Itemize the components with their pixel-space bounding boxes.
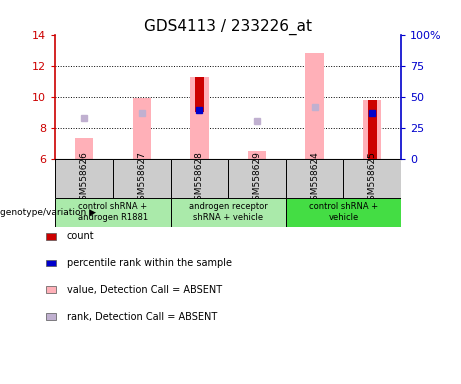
Text: GSM558627: GSM558627 [137, 151, 146, 206]
Bar [305, 53, 324, 159]
Text: control shRNA +
vehicle: control shRNA + vehicle [309, 202, 378, 222]
Bar [286, 198, 401, 227]
Bar [55, 159, 113, 198]
Text: rank, Detection Call = ABSENT: rank, Detection Call = ABSENT [67, 312, 217, 322]
Text: androgen receptor
shRNA + vehicle: androgen receptor shRNA + vehicle [189, 202, 267, 222]
Title: GDS4113 / 233226_at: GDS4113 / 233226_at [144, 18, 312, 35]
Bar [248, 151, 266, 159]
Text: GSM558628: GSM558628 [195, 151, 204, 206]
Text: value, Detection Call = ABSENT: value, Detection Call = ABSENT [67, 285, 222, 295]
Text: percentile rank within the sample: percentile rank within the sample [67, 258, 232, 268]
Bar [195, 77, 204, 112]
Bar [228, 159, 286, 198]
Bar [368, 100, 377, 159]
Bar [343, 159, 401, 198]
Bar [133, 98, 151, 159]
Bar [363, 100, 381, 159]
Text: control shRNA +
androgen R1881: control shRNA + androgen R1881 [78, 202, 148, 222]
Bar [171, 159, 228, 198]
Bar [171, 198, 286, 227]
Text: GSM558626: GSM558626 [80, 151, 89, 206]
Text: GSM558624: GSM558624 [310, 151, 319, 206]
Text: GSM558629: GSM558629 [253, 151, 261, 206]
Bar [113, 159, 171, 198]
Text: genotype/variation ▶: genotype/variation ▶ [0, 208, 96, 217]
Bar [75, 138, 93, 159]
Bar [190, 77, 208, 159]
Bar [286, 159, 343, 198]
Text: count: count [67, 231, 95, 241]
Bar [55, 198, 171, 227]
Text: GSM558625: GSM558625 [368, 151, 377, 206]
